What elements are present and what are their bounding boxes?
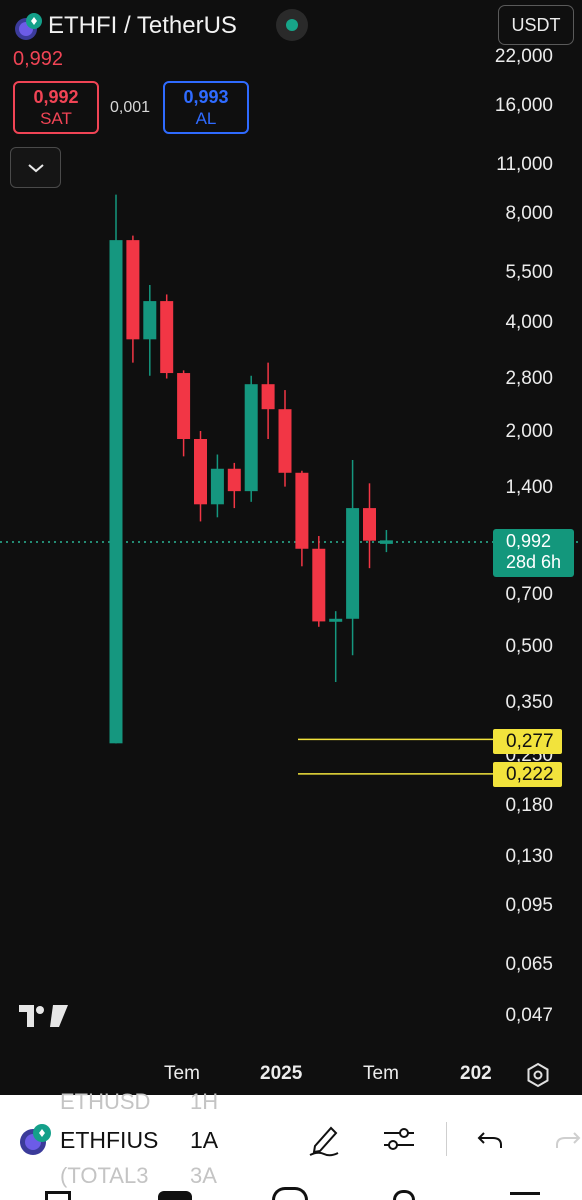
candle-body	[363, 508, 376, 541]
candle-countdown: 28d 6h	[506, 552, 562, 572]
candle[interactable]	[177, 370, 191, 457]
candle[interactable]	[194, 430, 207, 522]
bottom-toolbar: ETHUSD 1H (TOTAL3 3A ETHFIUS 1A	[0, 1089, 582, 1200]
drawing-tool-icon[interactable]	[306, 1120, 342, 1158]
spread-value: 0,001	[110, 99, 151, 116]
buy-button[interactable]: 0,993 AL	[163, 81, 249, 134]
currency-selector-button[interactable]: USDT	[498, 5, 574, 45]
candle-body	[295, 472, 309, 549]
ghost-interval-next: 3A	[190, 1163, 217, 1188]
candle[interactable]	[227, 462, 241, 509]
nav-menu-icon[interactable]	[510, 1192, 540, 1200]
ghost-symbol-prev: ETHUSD	[60, 1089, 151, 1114]
candle[interactable]	[261, 362, 275, 439]
candle[interactable]	[244, 375, 258, 502]
price-axis-label: 5,500	[505, 262, 553, 283]
price-axis-label: 2,800	[505, 368, 553, 389]
price-axis-label: 22,000	[494, 46, 553, 67]
price-axis-label: 0,700	[505, 584, 553, 605]
symbol-title[interactable]: ETHFI / TetherUS	[48, 12, 237, 39]
horizontal-level-tag[interactable]: 0,222	[493, 762, 562, 787]
candle[interactable]	[346, 460, 360, 656]
nav-community-icon[interactable]	[393, 1190, 415, 1200]
candle[interactable]	[126, 235, 140, 363]
nav-watchlist-icon[interactable]	[45, 1191, 71, 1200]
price-axis-label: 0,350	[505, 692, 553, 713]
candle[interactable]	[143, 284, 157, 376]
price-axis-label: 0,500	[505, 636, 553, 657]
candle-body	[109, 240, 123, 744]
ghost-interval-prev: 1H	[190, 1089, 219, 1114]
candle-body	[194, 438, 207, 505]
market-open-dot-icon	[286, 19, 298, 31]
symbol-logo-icon	[18, 1123, 52, 1157]
time-axis-label: 2025	[260, 1063, 303, 1084]
time-axis-label: 202	[460, 1063, 492, 1084]
sell-price: 0,992	[33, 86, 79, 107]
candle-body	[160, 301, 174, 374]
candle-body	[177, 373, 191, 439]
buy-label: AL	[195, 108, 217, 128]
price-axis-label: 0,047	[505, 1005, 553, 1026]
candle-body	[312, 548, 326, 622]
price-axis-label: 16,000	[494, 95, 553, 116]
candle-body	[244, 384, 258, 492]
market-status-indicator[interactable]	[276, 9, 308, 41]
tradingview-logo	[19, 1005, 68, 1027]
buy-price: 0,993	[183, 86, 229, 107]
ghost-symbol-next: (TOTAL3	[60, 1163, 149, 1188]
candle[interactable]	[363, 483, 376, 569]
candle[interactable]	[109, 194, 123, 744]
last-price: 0,992	[13, 48, 64, 70]
candle-body	[227, 468, 241, 492]
candle-body	[278, 409, 292, 473]
price-axis-label: 0,095	[505, 895, 553, 916]
ethfi-logo-icon	[14, 13, 42, 41]
chart-settings-icon[interactable]	[524, 1061, 552, 1089]
candle[interactable]	[329, 611, 343, 683]
nav-chart-icon[interactable]	[158, 1191, 192, 1200]
candle-body	[379, 540, 393, 544]
collapse-toggle-button[interactable]	[10, 147, 61, 188]
candle[interactable]	[312, 536, 326, 627]
current-price-tag: 0,992 28d 6h	[493, 529, 574, 577]
price-axis-label: 8,000	[505, 203, 553, 224]
price-axis-label: 4,000	[505, 312, 553, 333]
price-axis-label: 11,000	[496, 154, 553, 175]
nav-explore-icon[interactable]	[272, 1187, 308, 1200]
candle-body	[210, 468, 224, 505]
time-axis-label: Tem	[164, 1063, 200, 1084]
candle[interactable]	[160, 294, 174, 379]
candle[interactable]	[278, 390, 292, 487]
undo-icon[interactable]	[476, 1127, 506, 1153]
candle-body	[126, 240, 140, 340]
price-axis-label: 0,065	[505, 954, 553, 975]
sell-button[interactable]: 0,992 SAT	[13, 81, 99, 134]
price-axis-label: 1,400	[505, 477, 553, 498]
candle-body	[143, 301, 157, 340]
toolbar-divider	[446, 1122, 447, 1156]
interval-selector[interactable]: 1A	[190, 1127, 219, 1153]
symbol-selector[interactable]: ETHFIUS	[60, 1127, 159, 1153]
redo-icon[interactable]	[555, 1127, 582, 1153]
candle-body	[346, 508, 360, 619]
time-axis-label: Tem	[363, 1063, 399, 1084]
candle[interactable]	[295, 470, 309, 567]
horizontal-level-tag[interactable]: 0,277	[493, 729, 562, 754]
current-price-value: 0,992	[506, 531, 552, 551]
candle-body	[329, 618, 343, 622]
chevron-down-icon	[27, 163, 44, 172]
candle[interactable]	[379, 530, 393, 553]
price-axis-label: 2,000	[505, 421, 553, 442]
candle[interactable]	[210, 454, 224, 518]
price-chart[interactable]	[0, 0, 582, 1095]
candle-body	[261, 384, 275, 410]
price-axis-label: 0,180	[505, 795, 553, 816]
price-axis-label: 0,130	[505, 846, 553, 867]
indicators-icon[interactable]	[380, 1122, 418, 1156]
sell-label: SAT	[40, 108, 72, 128]
